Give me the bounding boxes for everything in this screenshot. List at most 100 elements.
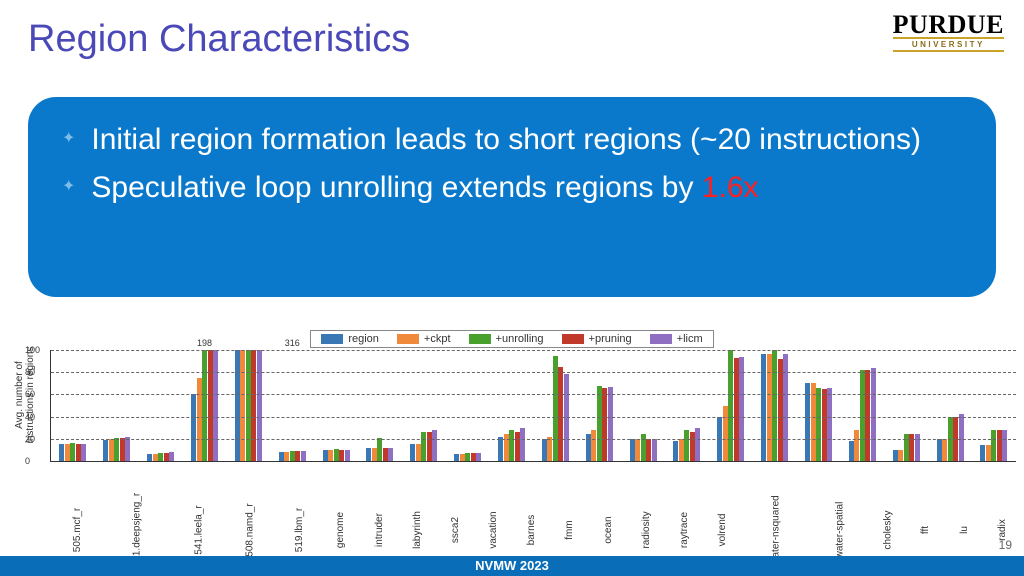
bullet-1: ✦ Initial region formation leads to shor… [62, 119, 962, 161]
bullet-2-before: Speculative loop unrolling extends regio… [91, 171, 701, 204]
bar-group [665, 350, 709, 461]
bar [898, 450, 903, 461]
bar [410, 444, 415, 461]
bar [103, 440, 108, 461]
bar [323, 450, 328, 461]
category-label: 519.lbm_r [294, 508, 306, 552]
bar [827, 388, 832, 461]
legend-item: +ckpt [397, 333, 451, 345]
category-label: barnes [526, 511, 538, 549]
bar [284, 452, 289, 461]
bar [991, 430, 996, 461]
bar-group [577, 350, 621, 461]
bar [986, 445, 991, 461]
legend-item: region [321, 333, 379, 345]
legend-swatch [469, 334, 491, 344]
bar-group [51, 350, 95, 461]
bar [860, 370, 865, 461]
grid-line [51, 417, 1016, 418]
bar-group [139, 350, 183, 461]
bar [339, 450, 344, 461]
bar [509, 430, 514, 461]
bar [295, 451, 300, 461]
bar [684, 430, 689, 461]
bar [673, 441, 678, 461]
bar-group [709, 350, 753, 461]
bar-group: 198 [183, 350, 227, 461]
bar [893, 450, 898, 461]
bar [427, 432, 432, 461]
bar [70, 443, 75, 461]
legend-swatch [397, 334, 419, 344]
bar [542, 439, 547, 461]
bar-group [446, 350, 490, 461]
bar [197, 378, 202, 461]
bar [646, 439, 651, 461]
grid-line [51, 439, 1016, 440]
bar [471, 453, 476, 461]
bar [169, 452, 174, 461]
bar [591, 430, 596, 461]
slide-title: Region Characteristics [28, 18, 410, 61]
category-labels: 505.mcf_r531.deepsjeng_r541.leela_r508.n… [50, 462, 1016, 514]
legend-item: +pruning [562, 333, 632, 345]
category-label: ocean [603, 511, 615, 549]
bar-group [358, 350, 402, 461]
bar [372, 448, 377, 461]
bar-group [314, 350, 358, 461]
bar [520, 428, 525, 461]
y-tick: 40 [25, 412, 35, 422]
bar-chart: region+ckpt+unrolling+pruning+licm Avg. … [8, 330, 1016, 526]
bar [416, 444, 421, 461]
y-tick: 0 [25, 456, 30, 466]
bullet-2: ✦ Speculative loop unrolling extends reg… [62, 167, 962, 209]
category-label: fft [921, 511, 933, 549]
category-label: volrend [717, 511, 729, 549]
bar [120, 438, 125, 461]
y-tick: 80 [25, 367, 35, 377]
bullet-box: ✦ Initial region formation leads to shor… [28, 97, 996, 297]
bullet-1-text: Initial region formation leads to short … [91, 119, 921, 161]
category-label: water-nsquared [771, 495, 783, 564]
bar [822, 389, 827, 461]
bar [767, 354, 772, 461]
bar [153, 454, 158, 461]
bar [871, 368, 876, 461]
bar [460, 454, 465, 461]
bar [208, 350, 213, 461]
bar [772, 350, 777, 461]
legend-label: +licm [677, 333, 703, 345]
bar [997, 430, 1002, 461]
bar [849, 441, 854, 461]
bar [251, 350, 256, 461]
bar [564, 374, 569, 461]
bullet-icon: ✦ [62, 176, 75, 196]
bar [597, 386, 602, 461]
bar [81, 444, 86, 461]
bar [59, 444, 64, 461]
bar [635, 439, 640, 461]
bar [723, 406, 728, 462]
bar [158, 453, 163, 461]
bar [432, 430, 437, 461]
category-label: fmm [565, 511, 577, 549]
category-label: raytrace [679, 511, 691, 549]
legend-item: +licm [650, 333, 703, 345]
bar [334, 449, 339, 461]
bar [980, 445, 985, 461]
logo-main: PURDUE [893, 10, 1004, 40]
bar-group [797, 350, 841, 461]
legend-swatch [562, 334, 584, 344]
category-label: 508.namd_r [245, 503, 257, 556]
bar [652, 439, 657, 461]
bar [476, 453, 481, 461]
bar-group [533, 350, 577, 461]
overflow-label: 316 [285, 338, 300, 348]
slide: Region Characteristics PURDUE UNIVERSITY… [0, 0, 1024, 576]
category-label: cholesky [882, 511, 894, 550]
bar [695, 428, 700, 461]
bar [164, 453, 169, 461]
bar-group [928, 350, 972, 461]
bar [383, 448, 388, 461]
bar [454, 454, 459, 461]
